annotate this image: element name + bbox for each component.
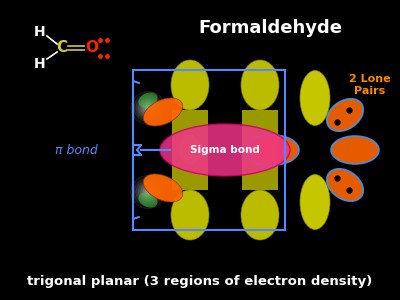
Ellipse shape — [300, 70, 330, 125]
Text: trigonal planar (3 regions of electron density): trigonal planar (3 regions of electron d… — [27, 275, 373, 289]
Ellipse shape — [138, 98, 158, 118]
Text: 2 Lone
Pairs: 2 Lone Pairs — [349, 74, 391, 96]
Ellipse shape — [241, 190, 279, 240]
Ellipse shape — [131, 92, 165, 124]
Text: C: C — [56, 40, 68, 56]
Ellipse shape — [142, 103, 154, 113]
Ellipse shape — [133, 178, 163, 206]
Ellipse shape — [179, 135, 201, 165]
Ellipse shape — [142, 187, 154, 197]
Text: O: O — [86, 40, 98, 56]
Text: H: H — [34, 25, 46, 39]
Ellipse shape — [247, 135, 299, 165]
Ellipse shape — [143, 98, 183, 126]
Ellipse shape — [331, 136, 379, 164]
Text: Formaldehyde: Formaldehyde — [198, 19, 342, 37]
Ellipse shape — [300, 175, 330, 230]
Text: Sigma bond: Sigma bond — [190, 145, 260, 155]
Ellipse shape — [138, 192, 158, 208]
Ellipse shape — [160, 124, 290, 176]
Ellipse shape — [145, 189, 151, 195]
Ellipse shape — [131, 176, 165, 208]
Ellipse shape — [241, 60, 279, 110]
Ellipse shape — [136, 180, 160, 204]
Ellipse shape — [138, 182, 158, 202]
Ellipse shape — [145, 105, 151, 111]
Ellipse shape — [147, 191, 149, 193]
Ellipse shape — [140, 100, 156, 116]
Ellipse shape — [171, 60, 209, 110]
Ellipse shape — [136, 96, 160, 120]
Ellipse shape — [327, 99, 363, 131]
Ellipse shape — [171, 190, 209, 240]
Polygon shape — [172, 110, 208, 190]
Ellipse shape — [140, 184, 156, 200]
Ellipse shape — [143, 174, 183, 202]
Ellipse shape — [133, 94, 163, 122]
Ellipse shape — [249, 135, 271, 165]
Ellipse shape — [138, 92, 158, 108]
Ellipse shape — [327, 169, 363, 201]
Text: π bond: π bond — [55, 143, 98, 157]
Text: H: H — [34, 57, 46, 71]
Polygon shape — [242, 110, 278, 190]
Ellipse shape — [147, 107, 149, 109]
